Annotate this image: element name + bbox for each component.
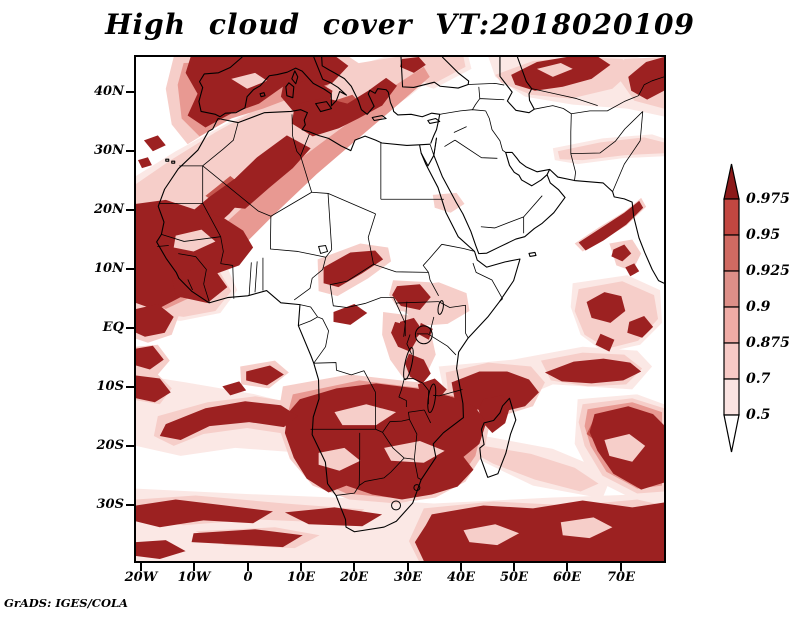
lon-tick-label: 30E — [394, 570, 422, 585]
africa-cloud-map — [136, 57, 664, 561]
colorbar-label: 0.975 — [746, 191, 790, 207]
lat-tick-label: 30N — [94, 143, 124, 158]
lat-tick-mark — [126, 504, 134, 506]
cloud-shading-holes-layer — [173, 62, 646, 546]
colorbar-arrow-top — [723, 163, 740, 200]
colorbar-label: 0.5 — [746, 407, 771, 423]
lon-tick-label: 20W — [124, 570, 158, 585]
lat-tick-mark — [126, 150, 134, 152]
colorbar-segment — [723, 270, 740, 308]
lat-tick-mark — [126, 445, 134, 447]
colorbar-segment — [723, 234, 740, 272]
lon-tick-mark — [353, 563, 355, 571]
colorbar-segment — [723, 342, 740, 380]
colorbar-segment — [723, 378, 740, 416]
lon-tick-label: 0 — [243, 570, 253, 585]
lat-tick-label: 20N — [94, 202, 124, 217]
lon-tick-label: 40E — [447, 570, 475, 585]
colorbar-segment — [723, 198, 740, 236]
colorbar — [723, 163, 740, 453]
lat-tick-mark — [126, 209, 134, 211]
lon-tick-label: 60E — [553, 570, 581, 585]
lon-tick-label: 20E — [340, 570, 368, 585]
colorbar-label: 0.875 — [746, 335, 790, 351]
lakes-layer — [317, 244, 444, 511]
lat-tick-label: 10S — [96, 379, 124, 394]
lat-tick-label: 20S — [96, 438, 124, 453]
lat-tick-label: 40N — [94, 84, 124, 99]
colorbar-label: 0.95 — [746, 227, 781, 243]
lon-tick-label: 10W — [177, 570, 211, 585]
colorbar-arrow-bottom — [723, 414, 740, 453]
lon-tick-mark — [300, 563, 302, 571]
lon-tick-label: 70E — [607, 570, 635, 585]
lon-tick-label: 50E — [500, 570, 528, 585]
lon-tick-mark — [620, 563, 622, 571]
colorbar-scale — [723, 163, 740, 453]
colorbar-label: 0.925 — [746, 263, 790, 279]
chart-title: High cloud cover VT:2018020109 — [105, 8, 695, 41]
lon-tick-mark — [407, 563, 409, 571]
map-plot-area — [134, 55, 666, 563]
colorbar-label: 0.9 — [746, 299, 771, 315]
lat-tick-label: EQ — [102, 320, 124, 335]
colorbar-segment — [723, 306, 740, 344]
lat-tick-mark — [126, 327, 134, 329]
lat-tick-mark — [126, 268, 134, 270]
lon-tick-mark — [140, 563, 142, 571]
lon-tick-mark — [193, 563, 195, 571]
lon-tick-mark — [247, 563, 249, 571]
lon-tick-mark — [460, 563, 462, 571]
lon-tick-mark — [566, 563, 568, 571]
lat-tick-label: 30S — [96, 497, 124, 512]
lon-tick-mark — [513, 563, 515, 571]
colorbar-label: 0.7 — [746, 371, 771, 387]
grads-attribution: GrADS: IGES/COLA — [4, 596, 128, 610]
lon-tick-label: 10E — [287, 570, 315, 585]
lat-tick-label: 10N — [94, 261, 124, 276]
lat-tick-mark — [126, 386, 134, 388]
lat-tick-mark — [126, 91, 134, 93]
cloud-shading-dark-layer — [136, 57, 664, 561]
